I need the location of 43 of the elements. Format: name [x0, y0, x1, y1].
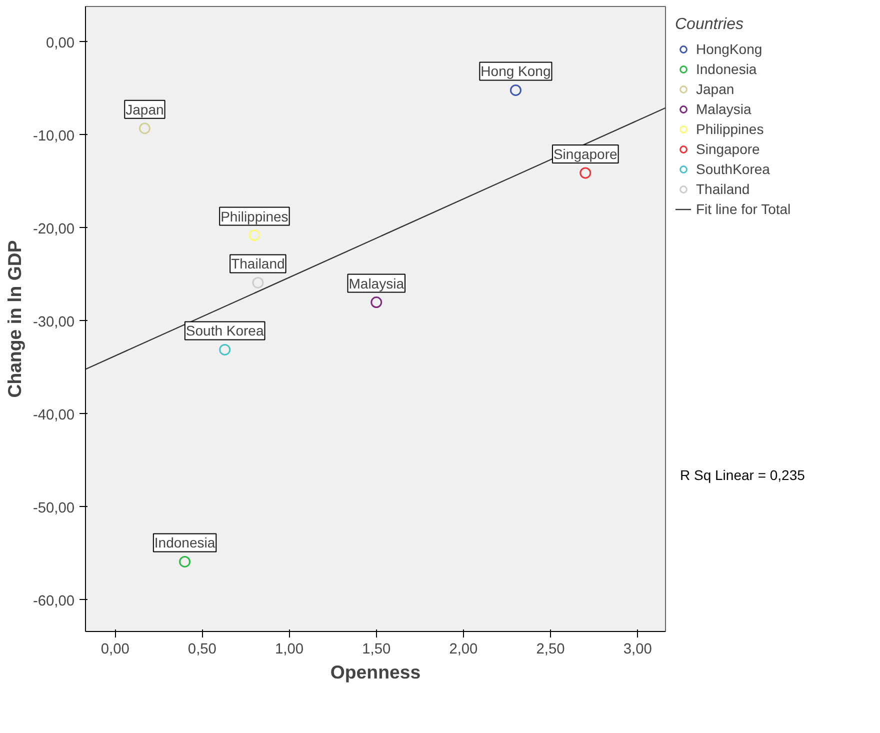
x-tick-label: 1,00 — [275, 642, 304, 658]
y-tick-label: -30,00 — [32, 314, 75, 330]
x-axis-title: Openness — [330, 662, 421, 682]
annotation: Japan — [126, 101, 164, 118]
annotation: Malaysia — [348, 275, 404, 292]
point — [138, 122, 150, 134]
legend-label: Fit line for Total — [696, 201, 791, 217]
x-tick-label: 2,00 — [449, 642, 478, 658]
annotation: Thailand — [231, 256, 285, 272]
legend-label: SouthKorea — [696, 161, 770, 177]
y-tick-label: -50,00 — [32, 500, 75, 516]
y-tick-label: -40,00 — [32, 407, 75, 424]
legend-label: Indonesia — [696, 61, 757, 77]
point — [219, 344, 231, 356]
legend-label: Thailand — [696, 181, 750, 197]
y-tick-label: -20,00 — [32, 221, 75, 238]
annotation: Indonesia — [154, 534, 216, 551]
legend-label: Malaysia — [696, 101, 752, 117]
annotation: Hong Kong — [480, 63, 551, 80]
x-tick-label: 3,00 — [623, 642, 652, 658]
annotation: South Korea — [186, 322, 264, 339]
legend-label: Singapore — [696, 141, 760, 157]
y-axis-title: Change in ln GDP — [4, 240, 25, 398]
point — [252, 276, 264, 288]
x-tick-label: 0,50 — [188, 642, 216, 658]
legend-title: Countries — [675, 16, 744, 34]
point — [580, 167, 592, 179]
point — [179, 556, 191, 568]
annotation: Philippines — [220, 208, 288, 224]
point — [248, 230, 260, 242]
point — [370, 296, 382, 308]
text: R Sq Linear = 0,235 — [680, 466, 805, 485]
y-tick-label: -10,00 — [32, 128, 75, 144]
x-tick-label: 0,00 — [100, 642, 130, 658]
legend-label: Philippines — [696, 121, 764, 137]
y-tick-label: -60,00 — [32, 593, 75, 610]
legend-label: Japan — [696, 81, 734, 97]
y-tick-label: 0,00 — [46, 35, 75, 52]
point — [510, 84, 522, 96]
legend-label: HongKong — [696, 41, 762, 57]
x-tick-label: 2,50 — [536, 642, 565, 658]
x-tick-label: 1,50 — [362, 642, 391, 658]
annotation: Singapore — [553, 146, 618, 162]
